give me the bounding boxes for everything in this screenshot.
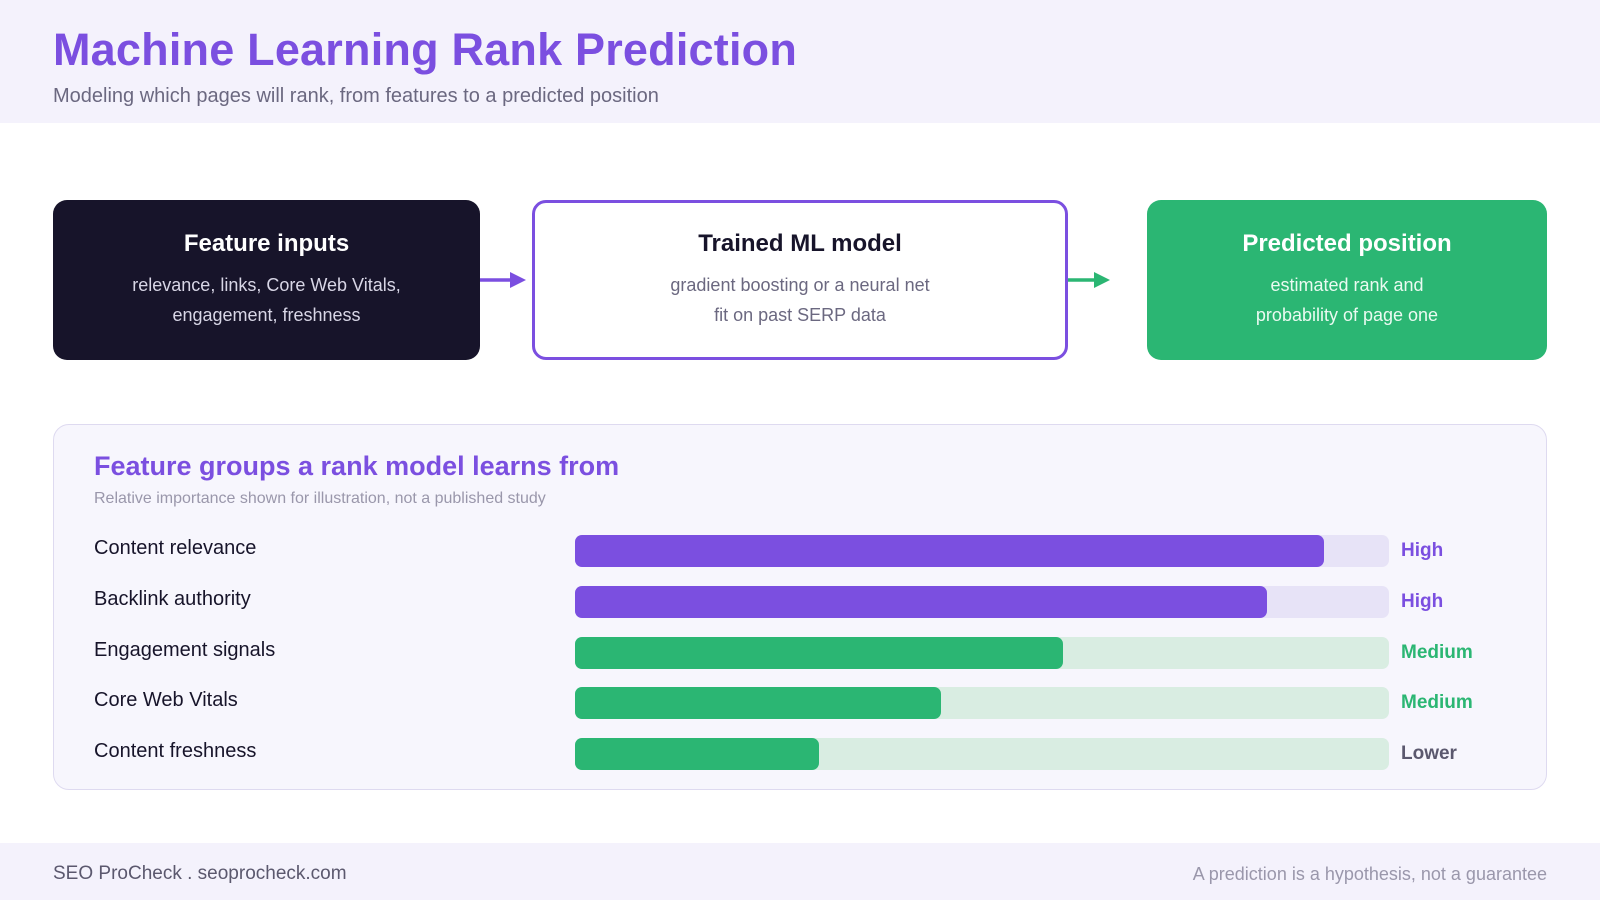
footer-disclaimer: A prediction is a hypothesis, not a guar…	[1192, 864, 1547, 884]
feature-label: Content relevance	[94, 537, 257, 559]
footer: SEO ProCheck . seoprocheck.com A predict…	[0, 843, 1600, 900]
feature-label: Core Web Vitals	[94, 689, 238, 711]
importance-bar-track	[575, 637, 1389, 669]
panel-note: Relative importance shown for illustrati…	[94, 490, 546, 507]
page-subtitle: Modeling which pages will rank, from fea…	[53, 85, 659, 107]
importance-bar-fill	[575, 535, 1324, 567]
importance-bar-track	[575, 535, 1389, 567]
feature-inputs-box: Feature inputs relevance, links, Core We…	[53, 200, 480, 360]
importance-bar-fill	[575, 687, 942, 719]
importance-bar-fill	[575, 637, 1064, 669]
predicted-position-description: estimated rank and probability of page o…	[1255, 275, 1439, 325]
feature-row: Backlink authority High	[54, 584, 1548, 618]
importance-bar-track	[575, 586, 1389, 618]
arrow-right-icon	[1068, 272, 1110, 288]
trained-model-description: gradient boosting or a neural net fit on…	[670, 275, 930, 325]
feature-label: Engagement signals	[94, 639, 276, 661]
importance-level: Medium	[1401, 642, 1473, 663]
feature-row: Content freshness Lower	[54, 736, 1548, 770]
trained-model-box: Trained ML model gradient boosting or a …	[532, 200, 1068, 360]
feature-label: Backlink authority	[94, 588, 251, 610]
feature-groups-panel: Feature groups a rank model learns from …	[53, 424, 1547, 790]
panel-title: Feature groups a rank model learns from	[94, 451, 620, 481]
predicted-position-box: Predicted position estimated rank and pr…	[1147, 200, 1547, 360]
importance-bar-track	[575, 738, 1389, 770]
importance-bar-track	[575, 687, 1389, 719]
importance-level: Lower	[1401, 743, 1457, 764]
feature-row: Content relevance High	[54, 533, 1548, 567]
feature-label: Content freshness	[94, 740, 257, 762]
importance-bar-fill	[575, 738, 820, 770]
importance-bar-fill	[575, 586, 1267, 618]
predicted-position-title: Predicted position	[1242, 230, 1452, 257]
importance-level: Medium	[1401, 692, 1473, 713]
trained-model-title: Trained ML model	[698, 230, 902, 257]
importance-level: High	[1401, 591, 1444, 612]
footer-brand: SEO ProCheck . seoprocheck.com	[53, 863, 347, 884]
feature-row: Engagement signals Medium	[54, 635, 1548, 669]
importance-level: High	[1401, 540, 1444, 561]
header: Machine Learning Rank Prediction Modelin…	[0, 0, 1600, 123]
feature-row: Core Web Vitals Medium	[54, 685, 1548, 719]
arrow-right-icon	[480, 272, 526, 288]
feature-inputs-title: Feature inputs	[183, 230, 350, 257]
page-title: Machine Learning Rank Prediction	[53, 24, 798, 75]
feature-inputs-description: relevance, links, Core Web Vitals, engag…	[132, 275, 401, 325]
